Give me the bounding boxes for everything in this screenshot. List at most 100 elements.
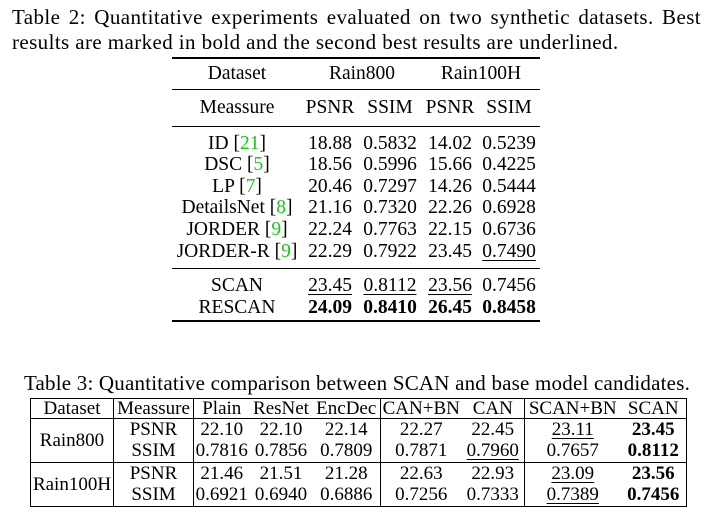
- value-cell: 21.51: [259, 462, 303, 484]
- dataset-name: Rain100H: [440, 62, 522, 84]
- value-cell: 21.28: [312, 462, 381, 484]
- value-cell: 0.7856: [254, 440, 308, 462]
- citation-bracket-close: ]: [290, 240, 298, 262]
- method-name: DetailsNet: [181, 197, 265, 219]
- citation-bracket-open: [: [269, 197, 277, 219]
- value-cell: 26.45: [428, 296, 472, 318]
- citation-link[interactable]: 7: [245, 175, 256, 197]
- value-cell: 0.7657: [546, 440, 599, 462]
- dataset-block: Rain100H PSNR 21.46 21.51 21.28 22.63 22.93 23.…: [30, 462, 687, 506]
- citation-bracket-close: ]: [286, 197, 293, 219]
- table3-caption: Table 3: Quantitative comparison between…: [23, 371, 691, 395]
- value-cell: 0.7763: [363, 218, 417, 240]
- table2-top-rule: [172, 57, 540, 59]
- dataset-label: Dataset: [207, 62, 267, 84]
- citation-bracket-open: [: [274, 240, 282, 262]
- citation-bracket-open: [: [247, 154, 254, 176]
- citation-link[interactable]: 8: [276, 197, 286, 219]
- metric-label: SSIM: [367, 96, 413, 118]
- value-cell: 0.7297: [363, 175, 417, 197]
- citation-link[interactable]: 5: [253, 154, 264, 176]
- dataset-block: Rain800 PSNR 22.10 22.10 22.14 22.27 22.45 23.1…: [30, 418, 687, 462]
- value-cell: 22.10: [200, 418, 244, 440]
- method-cell: ID [21]: [172, 132, 302, 154]
- column-header: CAN+BN: [382, 397, 460, 419]
- method-name: DSC: [204, 154, 243, 176]
- citation-link[interactable]: 9: [271, 218, 282, 240]
- value-cell: 23.56: [631, 462, 675, 484]
- dataset-name: Rain800: [328, 62, 396, 84]
- table2-row-group: SCAN 23.45 0.8112 23.56 0.7456 RESCAN 24.09 0.8…: [172, 269, 540, 320]
- value-cell: 0.7389: [546, 484, 599, 506]
- citation-bracket-close: ]: [259, 132, 266, 154]
- column-header: SCAN+BN: [528, 397, 617, 419]
- value-cell: 0.7456: [627, 484, 680, 506]
- measure-cell: PSNR: [113, 418, 194, 440]
- table-row: SCAN 23.45 0.8112 23.56 0.7456: [172, 275, 540, 297]
- method-cell: SCAN: [172, 276, 302, 296]
- value-cell: 0.6736: [482, 218, 536, 240]
- measure-cell: SSIM: [113, 484, 194, 506]
- value-cell: 0.4225: [482, 154, 536, 176]
- value-cell: 22.27: [399, 418, 443, 440]
- method-name: RESCAN: [198, 296, 276, 318]
- value-cell: 0.8410: [363, 296, 417, 318]
- value-cell: 0.6921: [195, 484, 248, 506]
- citation-link[interactable]: 21: [239, 132, 260, 154]
- value-cell: 18.56: [308, 154, 352, 176]
- value-cell: 0.7809: [312, 440, 381, 462]
- metric-label: SSIM: [486, 96, 532, 118]
- citation-bracket-close: ]: [263, 154, 270, 176]
- value-cell: 22.15: [428, 218, 472, 240]
- table-row: Rain100H PSNR 21.46 21.51 21.28 22.63 22.93 23.…: [30, 462, 687, 506]
- method-cell: DSC [5]: [172, 155, 302, 175]
- value-cell: 22.45: [461, 418, 525, 440]
- table2-header-datasets: Dataset Rain800 Rain100H: [172, 59, 540, 89]
- value-cell: 22.29: [308, 240, 352, 262]
- citation-link[interactable]: 9: [281, 240, 291, 262]
- value-cell: 0.7816: [195, 440, 248, 462]
- value-cell: 0.8112: [627, 440, 679, 462]
- table-row: LP [7] 20.46 0.7297 14.26 0.5444: [172, 176, 540, 198]
- caption-line: Table 2: Quantitative experiments evalua…: [12, 5, 701, 29]
- method-name: LP: [212, 175, 235, 197]
- method-cell: LP [7]: [172, 175, 302, 197]
- value-cell: 18.88: [308, 132, 352, 154]
- table-row: RESCAN 24.09 0.8410 26.45 0.8458: [172, 297, 540, 319]
- column-header: Meassure: [113, 398, 194, 418]
- value-cell: 21.46: [200, 462, 244, 484]
- citation-bracket-open: [: [264, 218, 272, 240]
- value-cell: 0.7333: [461, 484, 525, 506]
- table-row: ID [21] 18.88 0.5832 14.02 0.5239: [172, 133, 540, 155]
- value-cell: 0.8112: [363, 275, 417, 297]
- value-cell: 22.14: [312, 418, 381, 440]
- value-cell: 24.09: [308, 296, 352, 318]
- column-header: Dataset: [30, 398, 114, 418]
- value-cell: 23.45: [631, 418, 675, 440]
- table2-header-metrics: Meassure PSNR SSIM PSNR SSIM: [172, 90, 540, 126]
- citation-bracket-close: ]: [255, 175, 262, 197]
- citation-bracket-close: ]: [281, 218, 288, 240]
- citation-bracket-open: [: [233, 132, 240, 154]
- value-cell: 0.6940: [254, 484, 308, 506]
- value-cell: 21.16: [308, 197, 352, 219]
- method-cell: DetailsNet [8]: [172, 198, 302, 218]
- value-cell: 0.5996: [363, 154, 417, 176]
- method-name: JORDER-R: [176, 240, 270, 262]
- value-cell: 23.09: [551, 462, 595, 484]
- table-row: JORDER [9] 22.24 0.7763 22.15 0.6736: [172, 219, 540, 241]
- table-row: DetailsNet [8] 21.16 0.7320 22.26 0.6928: [172, 197, 540, 219]
- table2-caption: Table 2: Quantitative experiments evalua…: [12, 5, 701, 55]
- value-cell: 0.6886: [312, 484, 381, 506]
- method-name: ID: [208, 132, 229, 154]
- dataset-cell: Rain800: [30, 418, 114, 462]
- value-cell: 15.66: [428, 154, 472, 176]
- measure-label: Meassure: [199, 96, 275, 118]
- table2: Dataset Rain800 Rain100H Meassure PSNR S…: [172, 57, 540, 322]
- value-cell: 23.56: [428, 275, 472, 297]
- measure-cell: SSIM: [113, 440, 194, 462]
- column-header: CAN: [461, 398, 525, 418]
- value-cell: 0.7490: [482, 240, 536, 262]
- value-cell: 0.7456: [482, 275, 536, 297]
- table2-row-group: ID [21] 18.88 0.5832 14.02 0.5239 DSC [5] 18.5…: [172, 127, 540, 269]
